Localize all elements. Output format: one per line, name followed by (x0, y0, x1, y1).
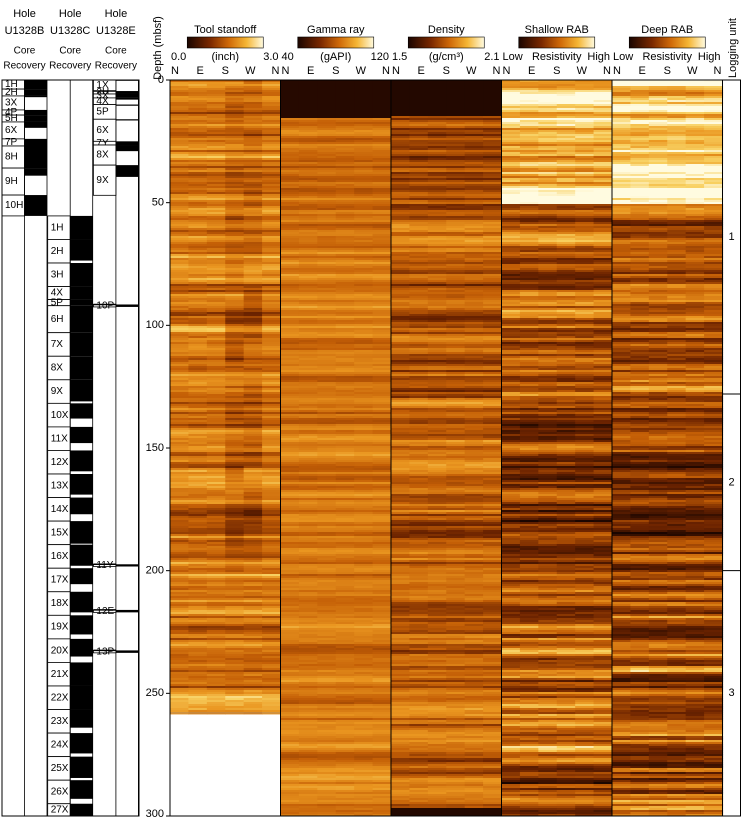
image-layer (170, 80, 723, 816)
figure: Tool standoff0.0 3.0(inch)N E S W NGamma ray4… (0, 0, 742, 823)
